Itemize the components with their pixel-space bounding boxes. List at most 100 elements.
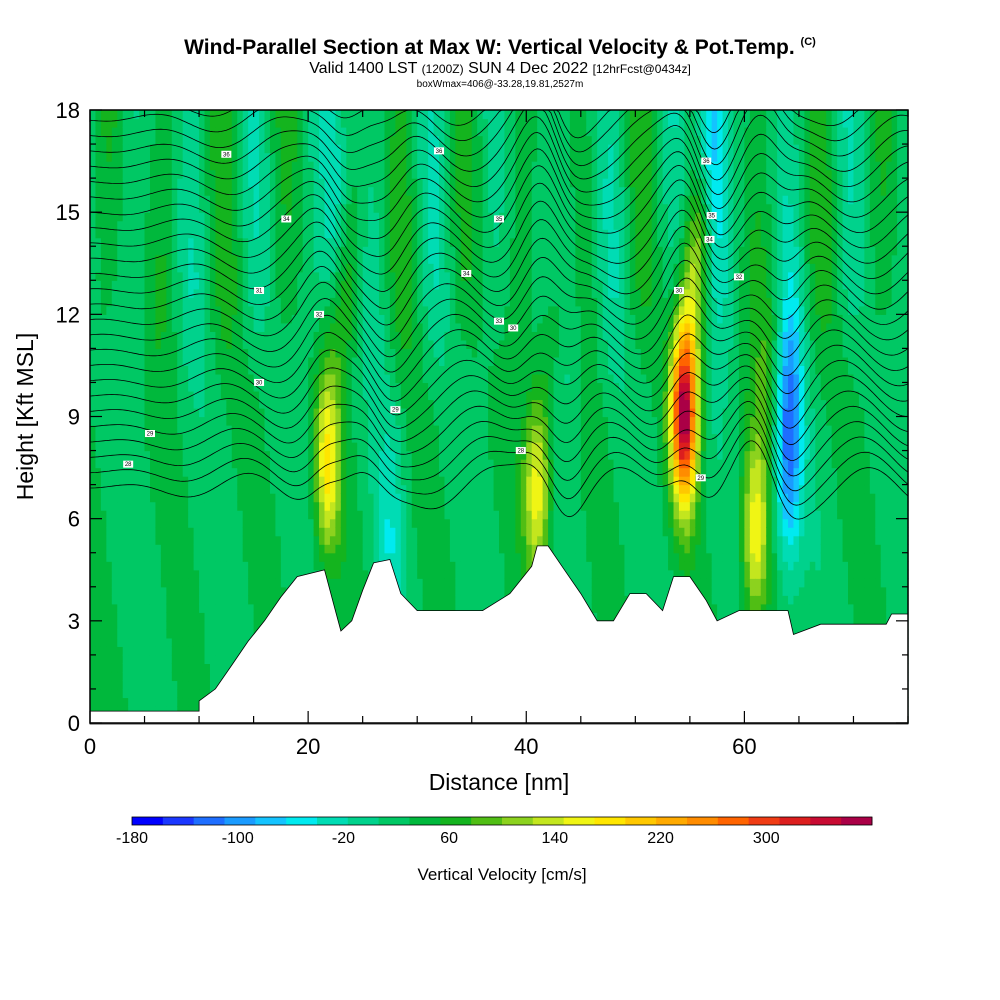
velocity-cell [291, 127, 298, 137]
velocity-cell [302, 314, 309, 324]
velocity-cell [128, 595, 135, 605]
velocity-cell [455, 416, 462, 426]
velocity-cell [417, 416, 424, 426]
velocity-cell [346, 552, 353, 562]
velocity-cell [340, 229, 347, 239]
velocity-cell [231, 356, 238, 367]
velocity-cell [90, 612, 97, 622]
velocity-cell [188, 169, 195, 179]
velocity-cell [357, 144, 364, 154]
velocity-cell [106, 442, 113, 452]
velocity-cell [117, 484, 124, 494]
velocity-cell [411, 493, 418, 503]
velocity-cell [379, 203, 386, 213]
velocity-cell [215, 561, 222, 571]
velocity-cell [444, 501, 451, 511]
velocity-cell [220, 135, 227, 145]
velocity-cell [160, 212, 167, 222]
velocity-cell [340, 110, 347, 120]
velocity-cell [166, 535, 173, 545]
velocity-cell [324, 263, 331, 273]
velocity-cell [220, 629, 227, 639]
velocity-cell [139, 459, 146, 469]
velocity-cell [204, 459, 211, 469]
velocity-cell [166, 586, 173, 596]
velocity-cell [242, 339, 249, 349]
velocity-cell [259, 612, 266, 622]
velocity-cell [373, 169, 380, 179]
velocity-cell [275, 288, 282, 298]
velocity-cell [269, 510, 277, 520]
velocity-cell [231, 263, 238, 273]
velocity-cell [379, 373, 386, 384]
velocity-cell [280, 110, 287, 120]
velocity-cell [220, 663, 227, 673]
velocity-cell [357, 339, 364, 349]
velocity-cell [313, 314, 320, 324]
velocity-cell [204, 629, 211, 639]
velocity-cell [308, 399, 315, 409]
velocity-cell [139, 671, 146, 682]
velocity-cell [406, 365, 413, 375]
velocity-cell [155, 578, 162, 588]
velocity-cell [248, 561, 255, 571]
velocity-cell [455, 459, 462, 469]
velocity-cell [346, 314, 353, 324]
velocity-cell [215, 484, 222, 494]
velocity-cell [237, 442, 244, 452]
velocity-cell [182, 501, 189, 511]
velocity-cell [128, 612, 135, 622]
velocity-cell [106, 535, 113, 545]
velocity-cell [439, 518, 446, 528]
velocity-cell [329, 510, 336, 520]
velocity-cell [231, 476, 238, 486]
velocity-cell [422, 373, 429, 384]
velocity-cell [368, 178, 375, 188]
velocity-cell [428, 195, 435, 205]
velocity-cell [220, 586, 227, 596]
velocity-cell [133, 237, 140, 247]
velocity-cell [226, 527, 233, 537]
velocity-cell [117, 212, 124, 222]
velocity-cell [193, 297, 200, 307]
velocity-cell [422, 433, 429, 443]
velocity-cell [395, 263, 402, 273]
velocity-cell [182, 280, 189, 290]
velocity-cell [237, 467, 244, 477]
velocity-cell [237, 246, 244, 256]
velocity-cell [95, 246, 102, 256]
velocity-cell [389, 118, 396, 128]
velocity-cell [182, 663, 189, 673]
velocity-cell [177, 212, 184, 222]
velocity-cell [144, 314, 151, 324]
velocity-cell [160, 501, 167, 511]
velocity-cell [389, 152, 396, 162]
velocity-cell [340, 152, 347, 162]
velocity-cell [340, 518, 347, 528]
velocity-cell [362, 331, 369, 341]
velocity-cell [264, 356, 271, 367]
velocity-cell [460, 476, 467, 486]
velocity-cell [362, 510, 369, 520]
velocity-cell [95, 373, 102, 384]
velocity-cell [242, 450, 249, 460]
velocity-cell [177, 390, 184, 401]
velocity-cell [248, 144, 255, 154]
velocity-cell [455, 203, 462, 213]
velocity-cell [100, 569, 107, 579]
velocity-cell [95, 135, 102, 145]
velocity-cell [329, 518, 336, 528]
velocity-cell [455, 280, 462, 290]
velocity-cell [177, 118, 184, 128]
velocity-cell [182, 263, 189, 273]
velocity-cell [237, 484, 244, 494]
velocity-cell [128, 297, 135, 307]
velocity-cell [199, 518, 206, 528]
velocity-cell [439, 552, 446, 562]
velocity-cell [171, 280, 178, 290]
velocity-cell [379, 510, 386, 520]
velocity-cell [111, 390, 118, 401]
velocity-cell [373, 212, 380, 222]
velocity-cell [422, 169, 429, 179]
velocity-cell [340, 373, 347, 384]
